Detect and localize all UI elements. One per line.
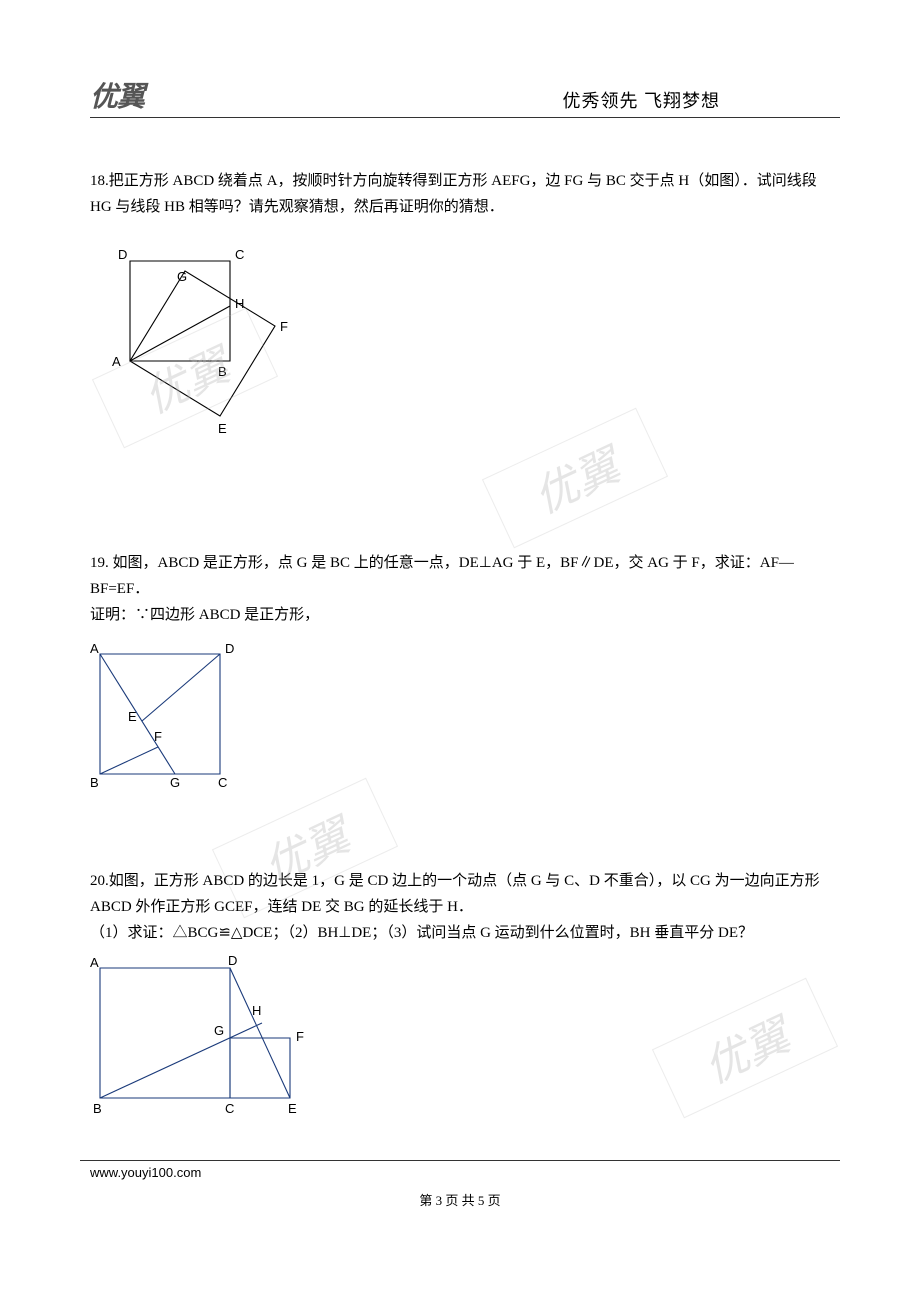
page-number: 第 3 页 共 5 页: [0, 1190, 920, 1209]
problem-number: 20.: [90, 873, 109, 889]
brand-logo: 优翼: [90, 75, 144, 115]
diagram-19: A D E F B G C: [90, 639, 840, 798]
label-C: C: [218, 775, 227, 789]
problem-text-l1: 如图，正方形 ABCD 的边长是 1，G 是 CD 边上的一个动点（点 G 与 …: [90, 873, 820, 915]
label-F: F: [154, 729, 162, 744]
label-D: D: [225, 641, 234, 656]
brand-slogan: 优秀领先 飞翔梦想: [563, 87, 721, 115]
problem-19: 19. 如图，ABCD 是正方形，点 G 是 BC 上的任意一点，DE⊥AG 于…: [90, 550, 840, 798]
footer-url: www.youyi100.com: [90, 1165, 201, 1180]
label-H: H: [235, 296, 244, 311]
label-D: D: [118, 247, 127, 262]
label-B: B: [218, 364, 227, 379]
header: 优翼 优秀领先 飞翔梦想: [90, 75, 840, 118]
footer-rule: [80, 1160, 840, 1161]
proof-start: 证明：∵四边形 ABCD 是正方形，: [90, 602, 840, 628]
problem-20: 20.如图，正方形 ABCD 的边长是 1，G 是 CD 边上的一个动点（点 G…: [90, 868, 840, 1132]
problem-18: 18.把正方形 ABCD 绕着点 A，按顺时针方向旋转得到正方形 AEFG，边 …: [90, 168, 840, 450]
label-C: C: [235, 247, 244, 262]
label-A: A: [112, 354, 121, 369]
label-G: G: [177, 269, 187, 284]
problem-text-l2: （1）求证：△BCG≌△DCE；（2）BH⊥DE；（3）试问当点 G 运动到什么…: [90, 920, 840, 946]
label-E: E: [288, 1101, 297, 1116]
label-D: D: [228, 953, 237, 968]
label-G: G: [214, 1023, 224, 1038]
page: 优翼 优秀领先 飞翔梦想 18.把正方形 ABCD 绕着点 A，按顺时针方向旋转…: [0, 0, 920, 1132]
problem-number: 19.: [90, 555, 109, 571]
label-H: H: [252, 1003, 261, 1018]
problem-text: 如图，ABCD 是正方形，点 G 是 BC 上的任意一点，DE⊥AG 于 E，B…: [90, 555, 794, 597]
diagram-20: A D G H F B C E: [90, 953, 840, 1132]
problem-text: 把正方形 ABCD 绕着点 A，按顺时针方向旋转得到正方形 AEFG，边 FG …: [90, 173, 817, 215]
label-B: B: [93, 1101, 102, 1116]
diagram-18: D C G H F A B E: [90, 241, 840, 450]
problem-number: 18.: [90, 173, 109, 189]
label-F: F: [280, 319, 288, 334]
label-C: C: [225, 1101, 234, 1116]
label-G: G: [170, 775, 180, 789]
label-A: A: [90, 955, 99, 970]
label-B: B: [90, 775, 99, 789]
label-E: E: [128, 709, 137, 724]
label-E: E: [218, 421, 227, 436]
label-A: A: [90, 641, 99, 656]
label-F: F: [296, 1029, 304, 1044]
